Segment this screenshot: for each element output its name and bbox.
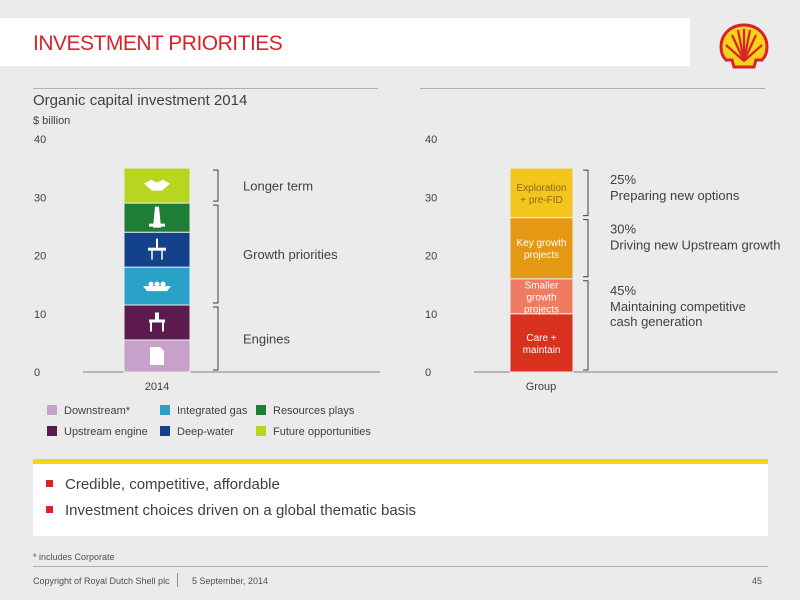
legend-item-future-opportunities: Future opportunities [256, 425, 371, 439]
chart-title: Organic capital investment 2014 [33, 92, 248, 109]
shell-logo [719, 23, 769, 69]
right-chart-y-tick-label: 0 [425, 367, 431, 379]
handshake-icon [144, 179, 170, 191]
chart-title-rule [33, 88, 378, 89]
bracket [583, 219, 589, 278]
bracket-label: Growth priorities [243, 247, 338, 262]
bracket [583, 280, 589, 371]
header-band [0, 18, 690, 66]
right-chart-x-tick-label: Group [526, 381, 557, 393]
chart-legend: Downstream* Integrated gas Resources pla… [47, 404, 407, 444]
legend-swatch [47, 426, 57, 436]
page-number: 45 [752, 576, 763, 586]
bullet-marker [46, 506, 53, 513]
bracket-label: cash generation [610, 314, 703, 329]
bracket [583, 169, 589, 217]
investment-chart: 0 10 20 30 40 2014 Longer term Growth prioritie… [34, 134, 781, 393]
bar-segment-label: Exploration [516, 183, 566, 194]
left-chart-y-tick-label: 40 [34, 134, 46, 146]
legend-item-downstream: Downstream* [47, 404, 130, 418]
bar-segment-label: maintain [523, 345, 561, 356]
bar-segment-label: projects [524, 304, 559, 315]
right-chart-y-tick-label: 10 [425, 309, 437, 321]
y-axis-unit: $ billion [33, 115, 71, 127]
bracket-label: Maintaining competitive [610, 299, 746, 314]
legend-item-deep-water: Deep-water [160, 425, 234, 439]
bracket [213, 169, 219, 202]
bracket-label: Engines [243, 332, 290, 347]
legend-swatch [160, 405, 170, 415]
footnote: * includes Corporate [33, 552, 115, 562]
bracket [213, 204, 219, 304]
bracket-label: Preparing new options [610, 188, 740, 203]
bar-segment-care-maintain [509, 313, 574, 373]
presentation-date: 5 September, 2014 [192, 576, 269, 586]
lng-ship-icon [143, 281, 171, 292]
right-chart-y-tick-label: 40 [425, 134, 437, 146]
bar-segment-label: growth [526, 292, 556, 303]
right-chart-y-tick-label: 20 [425, 251, 437, 263]
left-chart-y-tick-label: 0 [34, 367, 40, 379]
deepwater-platform-icon [148, 238, 166, 260]
legend-item-integrated-gas: Integrated gas [160, 404, 247, 418]
left-chart-x-tick-label: 2014 [145, 381, 169, 393]
offshore-platform-icon [149, 312, 165, 332]
left-chart-y-tick-label: 20 [34, 251, 46, 263]
bracket [213, 306, 219, 371]
left-chart-y-tick-label: 30 [34, 192, 46, 204]
legend-item-upstream-engine: Upstream engine [47, 425, 148, 439]
bracket-label: Longer term [243, 179, 313, 194]
bar-segment-label: + pre-FID [520, 195, 563, 206]
left-chart-y-tick-label: 10 [34, 309, 46, 321]
fuel-can-icon [150, 346, 164, 365]
bar-segment-label: Smaller [525, 280, 560, 291]
bar-segment-label: projects [524, 250, 559, 261]
key-messages-box: Credible, competitive, affordable Invest… [33, 464, 768, 536]
bar-segment-smaller-growth-projects [509, 278, 574, 315]
legend-swatch [160, 426, 170, 436]
legend-swatch [256, 426, 266, 436]
legend-swatch [256, 405, 266, 415]
bar-segment-exploration-pre-fid [509, 167, 574, 219]
legend-item-resources-plays: Resources plays [256, 404, 354, 418]
drilling-rig-icon [149, 206, 165, 228]
bullet-item: Investment choices driven on a global th… [46, 502, 416, 519]
right-chart-y-tick-label: 30 [425, 192, 437, 204]
bar-segment-label: Key growth [516, 238, 566, 249]
page-title: INVESTMENT PRIORITIES [33, 32, 283, 55]
legend-swatch [47, 405, 57, 415]
bullet-item: Credible, competitive, affordable [46, 476, 280, 493]
bracket-percent: 45% [610, 283, 636, 298]
bracket-label: Driving new Upstream growth [610, 238, 781, 253]
copyright-text: Copyright of Royal Dutch Shell plc [33, 576, 170, 586]
highlight-rule [33, 459, 768, 464]
chart-title-rule-right [420, 88, 765, 89]
bullet-marker [46, 480, 53, 487]
bar-segment-upstream-engine [123, 304, 191, 341]
bar-segment-label: Care + [526, 333, 556, 344]
footer-rule [33, 566, 768, 567]
bracket-percent: 30% [610, 222, 636, 237]
bracket-percent: 25% [610, 172, 636, 187]
bar-segment-key-growth-projects [509, 217, 574, 280]
footer-separator [177, 573, 178, 587]
